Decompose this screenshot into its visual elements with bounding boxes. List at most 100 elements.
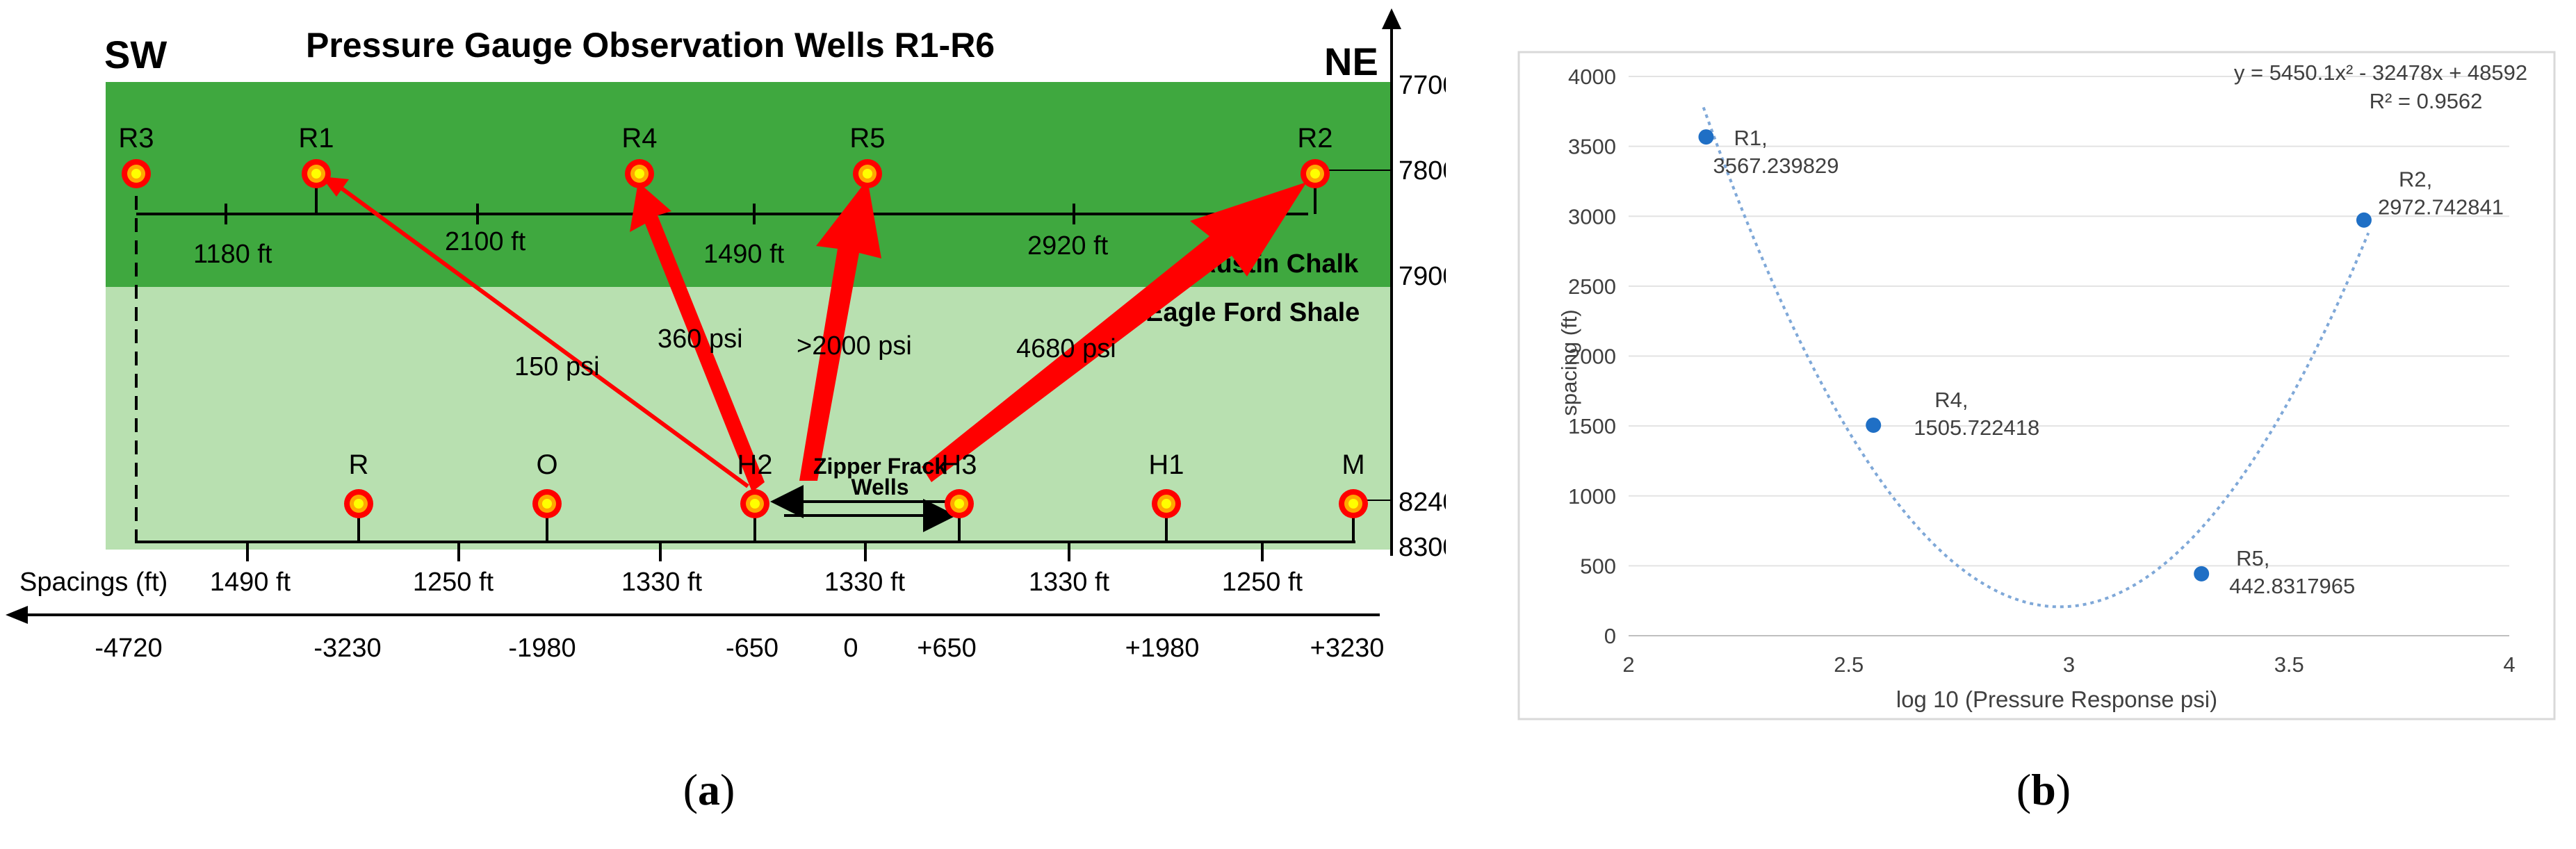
distance-tick: +1980 — [1125, 634, 1200, 663]
x-tick-label: 3 — [2063, 652, 2075, 677]
observation-spacing: 2100 ft — [445, 227, 526, 256]
well-label: H2 — [737, 450, 772, 480]
well-label: H3 — [941, 450, 977, 480]
data-point-r1 — [1698, 129, 1714, 145]
lower-spacing: 1490 ft — [210, 568, 291, 597]
equation-line1: y = 5450.1x² - 32478x + 48592 — [2234, 60, 2527, 85]
pressure-label: 360 psi — [658, 324, 743, 354]
zipper-label: Zipper Frack — [813, 454, 947, 479]
y-tick-label: 3000 — [1568, 204, 1616, 229]
distance-tick: +3230 — [1310, 634, 1385, 663]
well-label: R4 — [621, 123, 657, 154]
observation-spacing: 1180 ft — [193, 240, 272, 269]
pressure-label: 4680 psi — [1016, 334, 1116, 363]
lower-spacing: 1250 ft — [1222, 568, 1303, 597]
zipper-label-line2: Wells — [851, 475, 909, 500]
spacing-pressure-chart: 2 2.5 3 3.5 4 0 500 1000 1500 2000 2500 3000 3500 40… — [1517, 51, 2556, 720]
y-tick-label: 2500 — [1568, 274, 1616, 299]
well-label: R — [349, 450, 369, 480]
pressure-label: >2000 psi — [797, 331, 912, 361]
lower-spacing: 1250 ft — [413, 568, 494, 597]
x-tick-labels: 2 2.5 3 3.5 4 — [1622, 652, 2515, 677]
arrow-360psi — [630, 182, 765, 492]
caption-a-letter: a — [698, 765, 720, 814]
distance-axis-arrow — [6, 606, 28, 624]
caption-b: (b) — [1974, 764, 2113, 816]
distance-tick: -4720 — [95, 634, 162, 663]
well-label: R3 — [118, 123, 154, 154]
pressure-arrows — [321, 176, 1307, 492]
depth-label: 8300 — [1399, 533, 1446, 562]
x-tick-label: 4 — [2503, 652, 2515, 677]
y-tick-label: 4000 — [1568, 65, 1616, 89]
depth-axis-arrow — [1382, 8, 1401, 29]
x-axis-title: log 10 (Pressure Response psi) — [1896, 686, 2217, 712]
observation-wells — [122, 159, 1330, 188]
well-r4 — [625, 159, 654, 188]
data-points: R1, 3567.239829 R4, 1505.722418 R5, 442.83179… — [1698, 126, 2504, 598]
caption-a-open: ( — [683, 765, 698, 814]
caption-b-close: ) — [2055, 765, 2071, 814]
arrow-150psi — [339, 186, 749, 488]
lower-spacing: 1330 ft — [621, 568, 703, 597]
chart-frame — [1517, 51, 2556, 720]
y-tick-label: 3500 — [1568, 135, 1616, 159]
depth-label: 7700 ft — [1399, 71, 1446, 100]
well-m — [1339, 489, 1368, 518]
point-value: 2972.742841 — [2378, 195, 2504, 220]
well-label: R1 — [298, 123, 334, 154]
lower-spacing: 1330 ft — [824, 568, 906, 597]
eagle-ford-label: Eagle Ford Shale — [1146, 298, 1360, 327]
distance-tick: -3230 — [313, 634, 381, 663]
point-label: R5, — [2236, 546, 2269, 570]
well-label: H1 — [1148, 450, 1184, 480]
observation-spacing: 1490 ft — [703, 240, 785, 269]
point-label: R4, — [1934, 388, 1968, 412]
data-point-r4 — [1866, 417, 1882, 433]
well-h3 — [945, 489, 974, 518]
x-tick-label: 3.5 — [2274, 652, 2304, 677]
data-point-r2 — [2356, 212, 2372, 228]
depth-label: 7800 — [1399, 156, 1446, 186]
well-r1 — [302, 159, 331, 188]
y-axis-title: spacing (ft) — [1557, 309, 1581, 415]
trendline — [1702, 106, 2370, 609]
point-value: 1505.722418 — [1914, 415, 2039, 440]
point-value: 442.8317965 — [2229, 574, 2355, 598]
caption-a: (a) — [639, 764, 778, 816]
y-tick-label: 0 — [1604, 624, 1616, 648]
caption-a-close: ) — [720, 765, 735, 814]
y-tick-label: 500 — [1580, 554, 1616, 578]
y-tick-labels: 0 500 1000 1500 2000 2500 3000 3500 4000 — [1568, 65, 1616, 648]
direction-sw: SW — [104, 33, 167, 76]
caption-b-letter: b — [2031, 765, 2056, 814]
point-label: R2, — [2399, 167, 2432, 192]
data-point-r5 — [2194, 566, 2210, 582]
distance-tick: 0 — [843, 634, 858, 663]
well-h1 — [1152, 489, 1181, 518]
arrow-4680psi — [922, 182, 1307, 482]
y-tick-label: 1500 — [1568, 414, 1616, 438]
observation-spacing: 2920 ft — [1027, 231, 1109, 261]
well-o — [532, 489, 562, 518]
point-value: 3567.239829 — [1713, 154, 1839, 178]
equation-line2: R² = 0.9562 — [2370, 89, 2483, 113]
arrow-2000psi — [799, 179, 881, 481]
well-r — [344, 489, 373, 518]
well-label: O — [536, 450, 557, 480]
y-tick-label: 1000 — [1568, 484, 1616, 509]
distance-tick: -1980 — [508, 634, 576, 663]
well-label: R2 — [1297, 123, 1332, 154]
direction-ne: NE — [1324, 40, 1378, 83]
depth-label: 8240 — [1399, 488, 1446, 517]
point-label: R1, — [1734, 126, 1767, 150]
treatment-wells — [344, 489, 1368, 518]
distance-tick: -650 — [726, 634, 778, 663]
well-label: R5 — [849, 123, 885, 154]
y-tick-label: 2000 — [1568, 345, 1616, 369]
well-r5 — [853, 159, 882, 188]
well-h2 — [740, 489, 769, 518]
diagram-title: Pressure Gauge Observation Wells R1-R6 — [306, 26, 995, 65]
cross-section-diagram: Pressure Gauge Observation Wells R1-R6 S… — [6, 8, 1446, 663]
x-tick-label: 2 — [1622, 652, 1634, 677]
